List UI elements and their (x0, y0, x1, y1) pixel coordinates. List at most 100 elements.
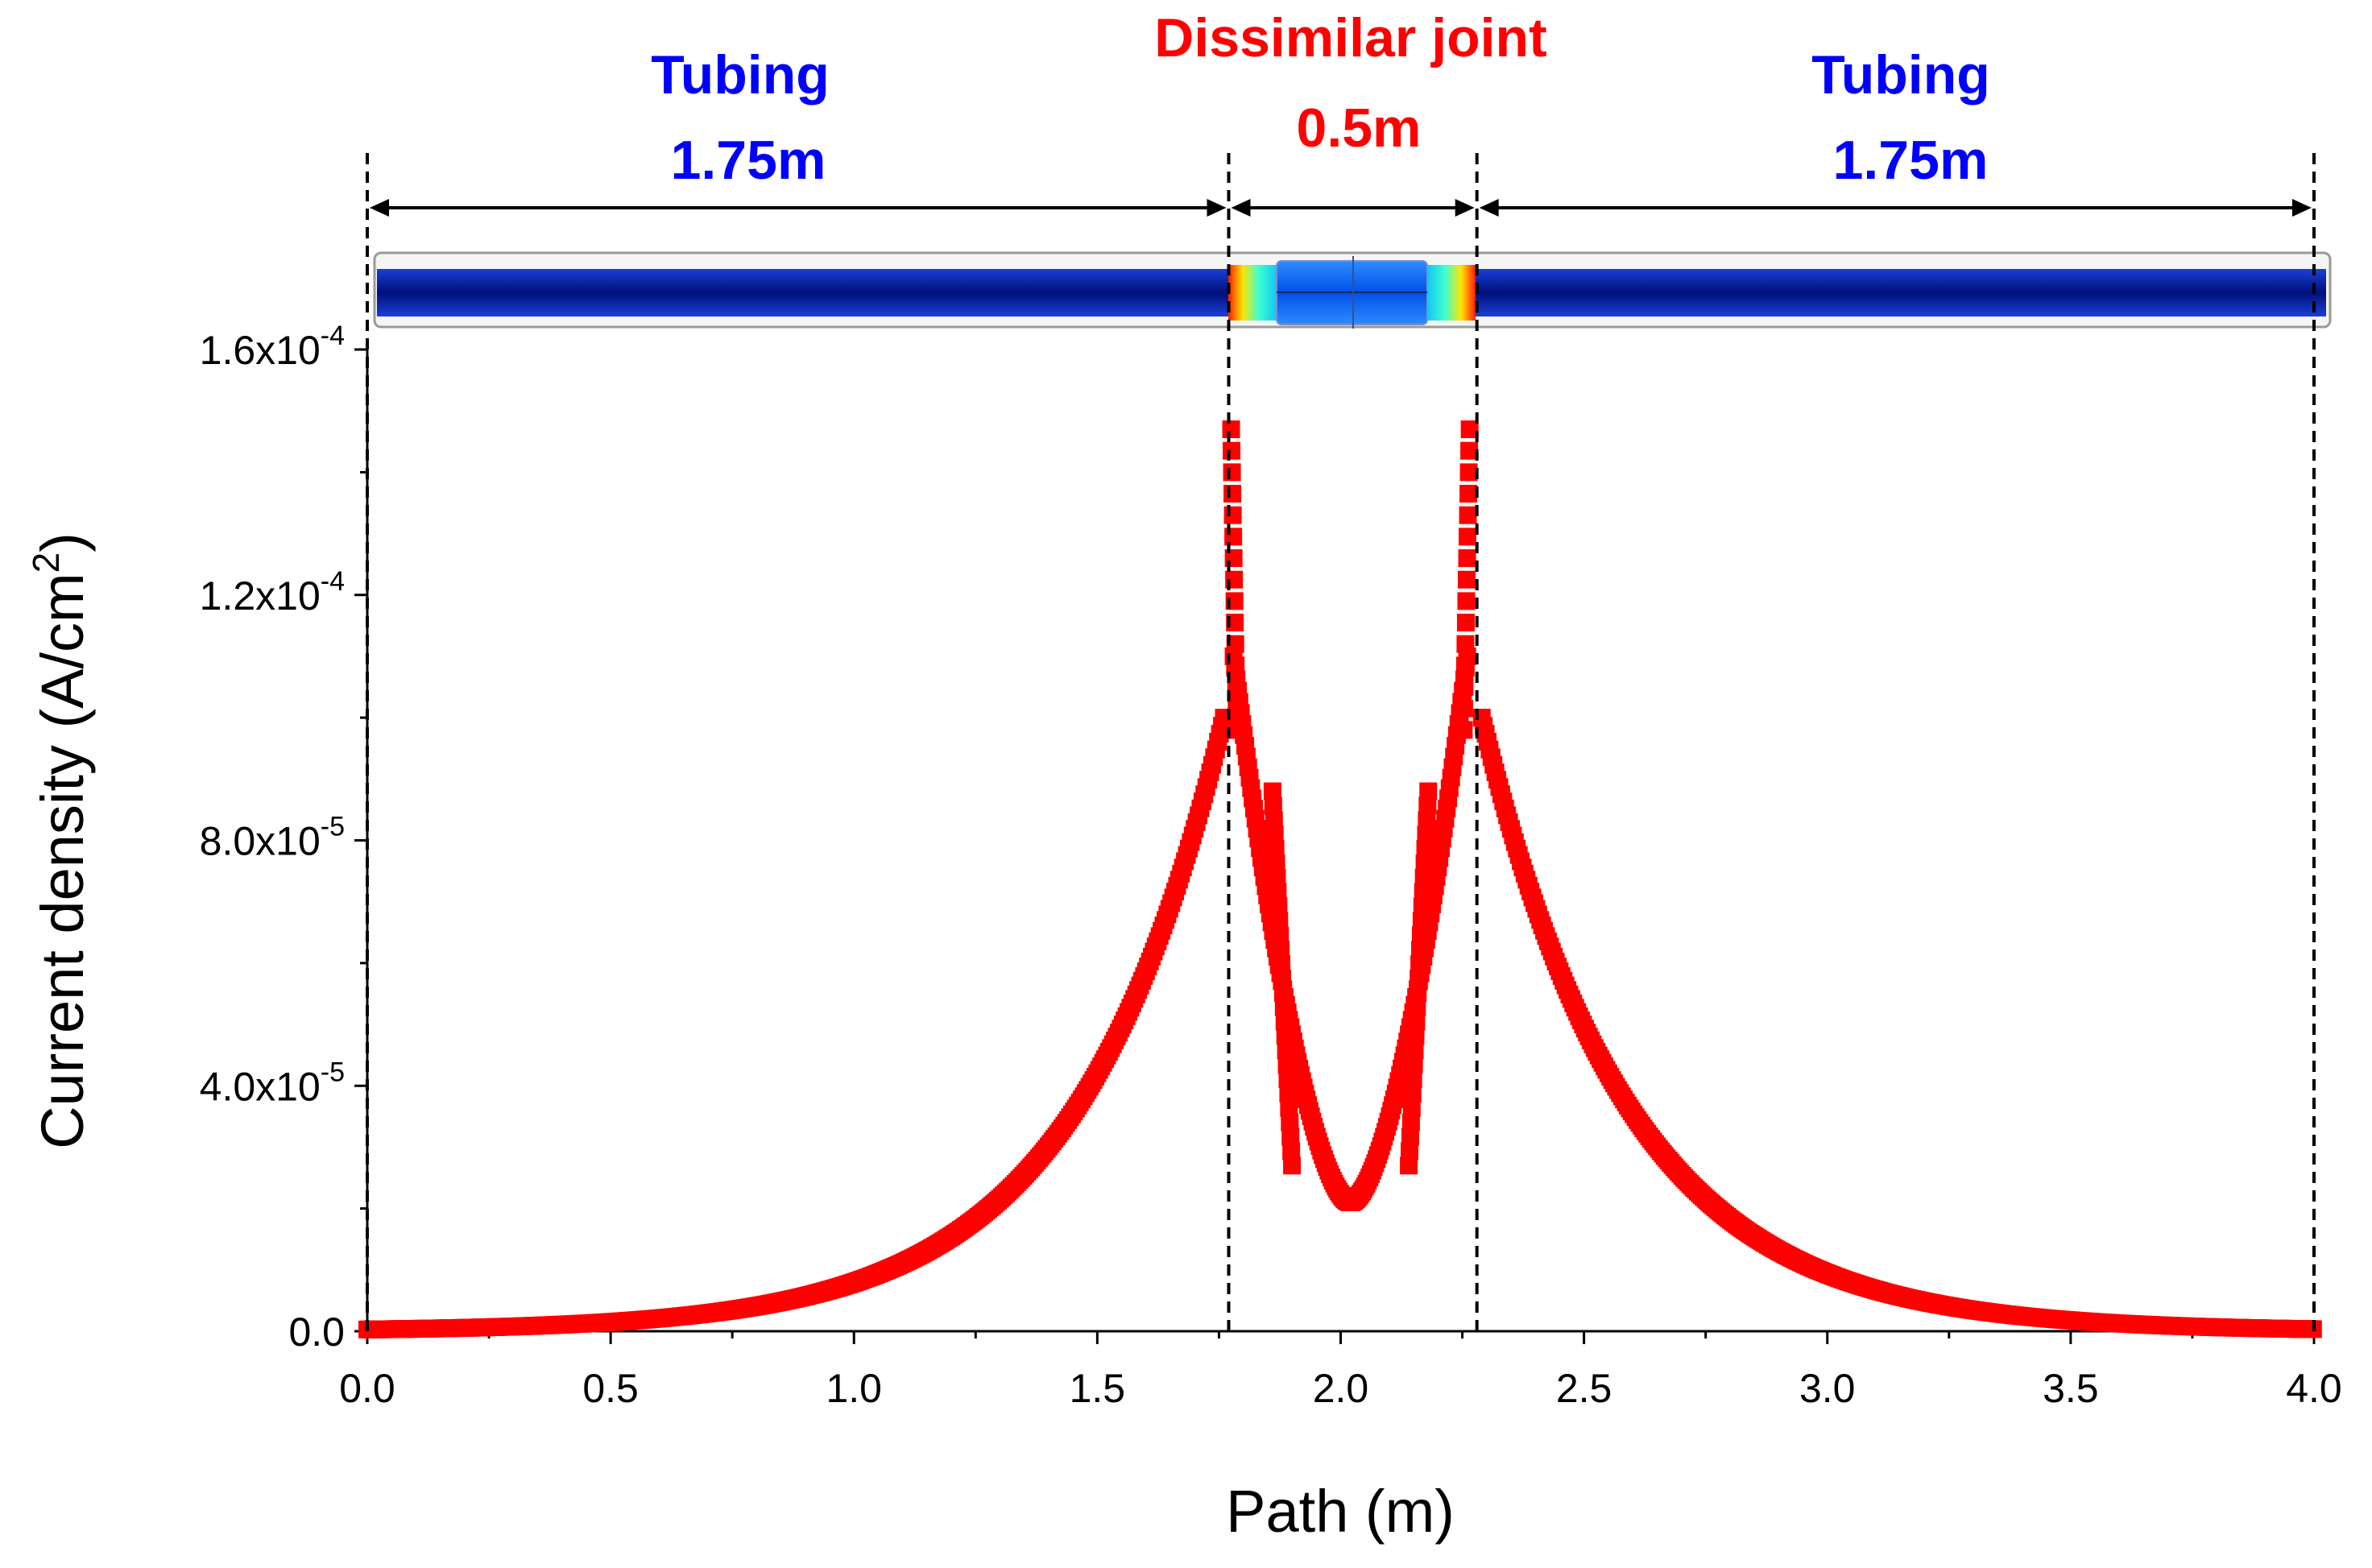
data-point (1460, 441, 1479, 460)
left-tubing-pipe (377, 269, 1228, 316)
data-point (1279, 1084, 1298, 1103)
data-point (1280, 1098, 1298, 1117)
data-point (1418, 796, 1437, 815)
current-density-series (358, 420, 2322, 1338)
data-point (1223, 506, 1242, 524)
data-point (1274, 998, 1293, 1016)
y-tick-exponent: -5 (321, 1057, 345, 1087)
data-point (1410, 969, 1428, 987)
y-axis-ticks: 0.04.0x10-58.0x10-51.2x10-41.6x10-4 (200, 321, 367, 1355)
y-tick-mantissa: 8.0x10 (200, 819, 321, 864)
data-point (1263, 782, 1281, 801)
data-point (1414, 883, 1432, 901)
arrow-head-right (1455, 199, 1475, 217)
data-point (1415, 854, 1434, 872)
data-point (1458, 570, 1476, 589)
data-point (1223, 463, 1241, 482)
y-tick-mantissa: 1.6x10 (200, 328, 321, 373)
data-point (1277, 1056, 1296, 1074)
data-point (1264, 796, 1282, 815)
y-tick-exponent: -4 (321, 566, 345, 597)
data-point (1411, 926, 1430, 945)
data-point (1281, 1113, 1299, 1132)
data-point (1413, 897, 1431, 916)
data-point (1405, 1056, 1423, 1074)
y-tick-label: 4.0x10-5 (200, 1057, 345, 1109)
joint-length: 0.5m (1297, 97, 1422, 159)
y-axis-title-superscript: 2 (25, 552, 67, 573)
y-tick-exponent: -5 (321, 812, 345, 842)
arrow-head-left (1479, 199, 1499, 217)
data-point (1408, 998, 1426, 1016)
data-point (1275, 1012, 1294, 1031)
data-point (1407, 1012, 1426, 1031)
data-point (1223, 441, 1241, 460)
y-axis-title: Current density (A/cm2) (25, 532, 96, 1149)
data-point (1273, 983, 1292, 1002)
right-tubing-length: 1.75m (1833, 130, 1989, 191)
data-point (1405, 1041, 1424, 1060)
data-point (1283, 1156, 1302, 1175)
right-tubing-pipe (1476, 269, 2326, 316)
data-point (1458, 549, 1476, 568)
x-tick-label: 2.5 (1556, 1366, 1612, 1411)
data-point (1265, 825, 1284, 844)
data-point (1414, 868, 1433, 887)
pipe-schematic (373, 251, 2332, 329)
data-point (1226, 614, 1244, 632)
x-tick-label: 0.0 (339, 1366, 395, 1411)
y-tick-label: 8.0x10-5 (200, 812, 345, 864)
data-point (1271, 926, 1289, 945)
data-point (1266, 840, 1285, 858)
data-point (1276, 1027, 1294, 1045)
x-tick-label: 4.0 (2286, 1366, 2342, 1411)
x-tick-label: 2.0 (1313, 1366, 1369, 1411)
arrow-head-right (1207, 199, 1227, 217)
data-point (1401, 1142, 1419, 1160)
data-point (1459, 527, 1477, 546)
left-tubing-label: Tubing (651, 44, 830, 105)
data-point (1270, 912, 1289, 930)
arrow-head-right (2292, 199, 2312, 217)
y-tick-mantissa: 4.0x10 (200, 1064, 321, 1109)
data-point (1267, 854, 1285, 872)
x-tick-label: 3.0 (1799, 1366, 1856, 1411)
data-point (1403, 1084, 1422, 1103)
data-point (1224, 527, 1243, 546)
data-point (1419, 782, 1438, 801)
section-boundaries (366, 153, 2316, 1331)
data-point (1222, 420, 1240, 439)
data-point (1456, 614, 1475, 632)
data-point (1459, 463, 1478, 482)
y-tick-label: 1.6x10-4 (200, 321, 345, 373)
x-axis-title: Path (m) (1226, 1478, 1455, 1545)
data-point (1458, 647, 1476, 665)
y-axis-title-close: ) (29, 532, 96, 552)
y-tick-mantissa: 0.0 (288, 1309, 345, 1355)
data-point (1406, 1027, 1425, 1045)
arrow-head-left (370, 199, 389, 217)
data-point (1269, 883, 1287, 901)
data-point (1401, 1127, 1419, 1146)
data-point (1265, 811, 1283, 830)
data-point (1277, 1041, 1295, 1060)
data-point (1416, 840, 1434, 858)
section-annotations: Tubing 1.75m Dissimilar joint 0.5m Tubin… (651, 7, 1990, 191)
x-tick-label: 1.5 (1070, 1366, 1126, 1411)
data-point (1409, 983, 1427, 1002)
dimension-arrows (370, 199, 2312, 217)
data-point (1457, 592, 1476, 610)
x-tick-label: 1.0 (826, 1366, 882, 1411)
arrow-head-left (1231, 199, 1251, 217)
data-point (1278, 1070, 1297, 1089)
x-tick-label: 3.5 (2043, 1366, 2099, 1411)
right-tubing-label: Tubing (1811, 44, 1990, 105)
y-tick-mantissa: 1.2x10 (200, 573, 321, 619)
data-point (1460, 420, 1479, 439)
data-point (1404, 1070, 1422, 1089)
data-point (1281, 1127, 1300, 1146)
data-point (1400, 1156, 1418, 1175)
data-point (1223, 485, 1242, 503)
data-point (1459, 506, 1477, 524)
